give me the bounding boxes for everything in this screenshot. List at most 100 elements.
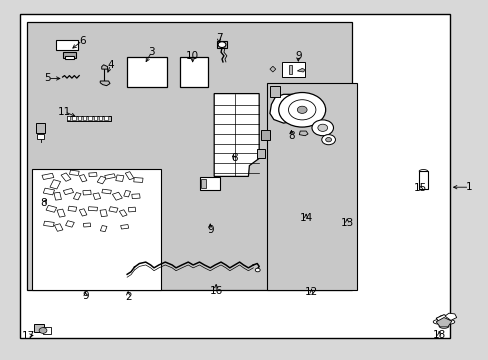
Bar [73, 193, 81, 200]
Bar [288, 64, 292, 73]
Polygon shape [102, 65, 107, 69]
Circle shape [39, 328, 47, 333]
Bar [99, 116, 102, 120]
Bar [57, 40, 78, 50]
Bar [121, 225, 128, 229]
Circle shape [278, 93, 325, 127]
Bar [79, 209, 87, 216]
Bar [67, 116, 111, 121]
Bar [83, 223, 90, 227]
Circle shape [255, 268, 260, 272]
Text: 5: 5 [44, 73, 51, 84]
Text: 16: 16 [209, 286, 223, 296]
Bar [57, 209, 65, 217]
Text: 3: 3 [148, 47, 155, 57]
Text: 13: 13 [340, 218, 353, 228]
Text: 6: 6 [79, 36, 85, 46]
Bar [94, 116, 97, 120]
Polygon shape [299, 131, 307, 136]
Bar [68, 206, 77, 211]
Polygon shape [214, 94, 259, 176]
Bar [62, 52, 76, 58]
Circle shape [311, 120, 333, 136]
Bar [43, 221, 54, 227]
Bar [83, 116, 86, 120]
Text: 4: 4 [107, 60, 114, 70]
Bar [79, 175, 87, 182]
Bar [43, 327, 51, 334]
Circle shape [297, 106, 306, 113]
Bar [281, 62, 305, 77]
Bar [112, 192, 122, 200]
Text: 7: 7 [215, 33, 222, 43]
Bar [46, 205, 57, 212]
Text: 8: 8 [231, 153, 238, 163]
Circle shape [321, 135, 335, 145]
Bar [102, 189, 111, 194]
Bar [54, 192, 61, 200]
Polygon shape [435, 315, 451, 323]
Bar [261, 130, 269, 140]
Text: 14: 14 [299, 213, 312, 223]
Bar [104, 116, 108, 120]
Polygon shape [444, 313, 456, 320]
Text: 9: 9 [294, 51, 301, 61]
Bar [65, 221, 74, 227]
Bar [180, 57, 208, 87]
Bar [93, 193, 101, 199]
Text: 2: 2 [124, 292, 131, 302]
Bar [97, 176, 106, 184]
Bar [72, 116, 76, 120]
Bar [201, 179, 205, 188]
Bar [88, 116, 92, 120]
Circle shape [218, 42, 225, 48]
Circle shape [288, 100, 315, 120]
Text: 18: 18 [431, 330, 445, 340]
Bar [257, 149, 264, 158]
Bar [418, 171, 427, 189]
Bar [54, 224, 63, 231]
Ellipse shape [432, 320, 442, 324]
Bar [69, 170, 79, 175]
Circle shape [325, 138, 331, 142]
Text: 8: 8 [287, 131, 294, 141]
Text: 9: 9 [82, 291, 89, 301]
Bar [100, 210, 107, 217]
Polygon shape [297, 68, 305, 72]
Text: 11: 11 [58, 107, 71, 117]
Bar [64, 56, 74, 59]
Bar [104, 174, 115, 179]
Text: 17: 17 [21, 330, 35, 341]
Bar [119, 210, 127, 216]
Bar [50, 180, 61, 189]
Bar [42, 173, 54, 180]
Bar [43, 188, 54, 195]
Bar [61, 173, 71, 181]
Bar [20, 14, 449, 338]
Bar [128, 207, 135, 212]
Bar [109, 207, 118, 212]
Polygon shape [269, 94, 305, 123]
Text: 10: 10 [186, 51, 199, 61]
Polygon shape [269, 66, 275, 72]
Polygon shape [435, 318, 451, 327]
Bar [27, 22, 351, 290]
Bar [216, 41, 227, 48]
Circle shape [317, 124, 327, 131]
Bar [270, 86, 280, 97]
Text: 9: 9 [206, 225, 213, 235]
Bar [88, 207, 97, 211]
Bar [37, 134, 44, 139]
Bar [77, 116, 81, 120]
Text: 1: 1 [465, 182, 472, 192]
Ellipse shape [438, 315, 448, 320]
Bar [100, 225, 107, 232]
Text: 12: 12 [304, 287, 318, 297]
Bar [123, 190, 130, 197]
Bar [34, 324, 44, 332]
Bar [66, 116, 70, 120]
Bar [32, 169, 161, 290]
Text: 15: 15 [413, 183, 427, 193]
Bar [200, 177, 220, 190]
Bar [266, 83, 356, 290]
